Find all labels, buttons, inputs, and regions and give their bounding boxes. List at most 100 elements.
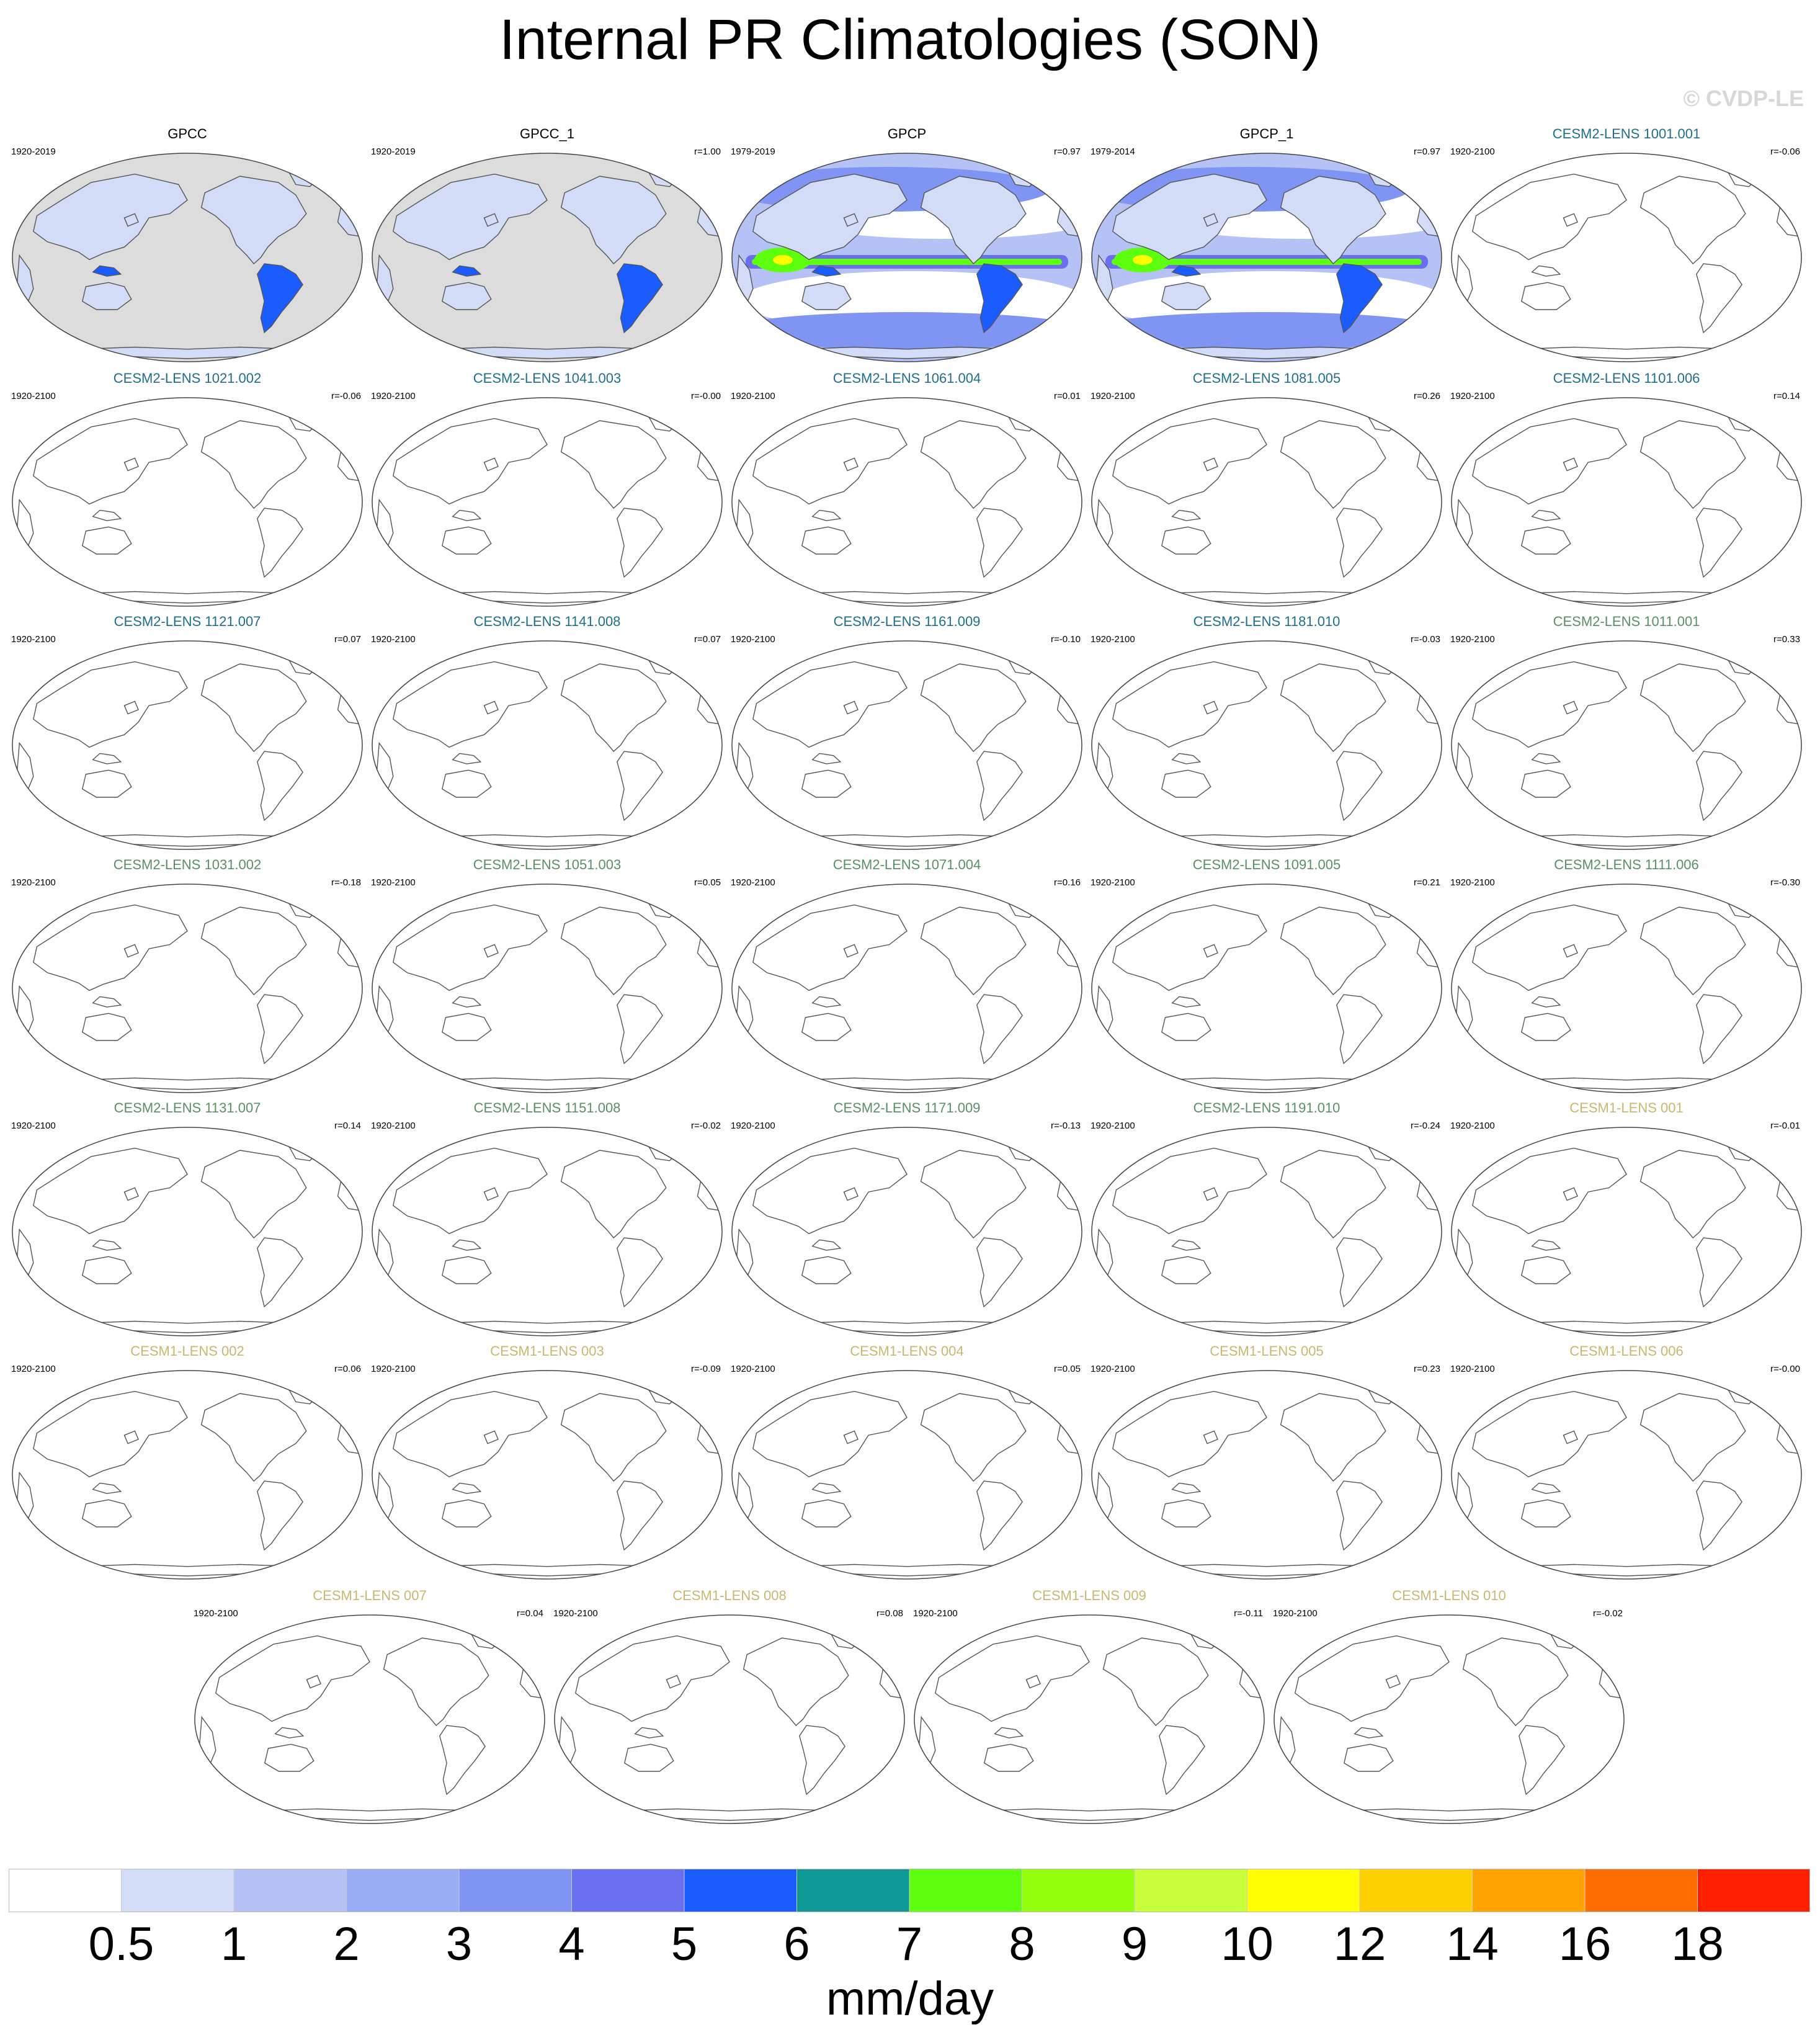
world-map xyxy=(12,1370,363,1580)
panel-period: 1920-2100 xyxy=(553,1608,598,1619)
coastline-sa xyxy=(439,1725,486,1796)
coastline-indo xyxy=(1531,1239,1561,1251)
panel-correlation: r=0.04 xyxy=(517,1608,543,1619)
map-border xyxy=(1451,1370,1802,1580)
panel-correlation: r=0.06 xyxy=(334,1364,361,1374)
map-field xyxy=(732,153,1082,362)
world-map xyxy=(1091,640,1442,850)
coastline-na xyxy=(560,1150,667,1239)
map-field xyxy=(1092,1127,1442,1336)
coastline-na xyxy=(560,1393,667,1482)
panel-title: CESM2-LENS 1071.004 xyxy=(832,857,981,872)
map-border xyxy=(1451,640,1802,850)
coastline-sa xyxy=(976,263,1023,334)
world-map xyxy=(12,397,363,607)
coastline-indo xyxy=(92,509,122,521)
colorbar-units-label: mm/day xyxy=(826,1972,994,2025)
map-border xyxy=(914,1614,1265,1824)
ocean-field xyxy=(372,398,722,606)
coastline-japan xyxy=(843,457,859,472)
colorbar-box xyxy=(346,1869,460,1912)
ocean-field xyxy=(732,884,1082,1093)
coastline-na xyxy=(1280,420,1386,509)
map-field xyxy=(1452,398,1801,606)
map-field xyxy=(12,1371,362,1579)
coastline-indo xyxy=(92,1239,122,1251)
map-panel: CESM2-LENS 1171.009 1920-2100 r=-0.13 xyxy=(727,1101,1087,1343)
map-field xyxy=(372,1127,722,1336)
coastline-indo xyxy=(452,509,482,521)
panel-correlation: r=1.00 xyxy=(694,146,721,157)
world-map xyxy=(731,1127,1082,1336)
coastline-sa xyxy=(976,751,1023,821)
coastline-indo xyxy=(1354,1727,1384,1738)
map-field xyxy=(12,153,362,362)
coastline-indo xyxy=(1531,265,1561,277)
coastline-indo xyxy=(1171,509,1202,521)
panel-correlation: r=-0.09 xyxy=(691,1364,721,1374)
coastline-indo xyxy=(92,753,122,764)
panel-correlation: r=-0.01 xyxy=(1770,1121,1800,1131)
coastline-na xyxy=(560,420,667,509)
ocean-field xyxy=(12,641,362,849)
map-border xyxy=(12,884,363,1093)
map-field xyxy=(12,884,362,1093)
coastline-sa xyxy=(257,1237,303,1308)
map-panel: CESM2-LENS 1191.010 1920-2100 r=-0.24 xyxy=(1087,1101,1447,1343)
ocean-field xyxy=(1092,398,1442,606)
coastline-aus xyxy=(801,1499,852,1528)
panel-correlation: r=-0.06 xyxy=(1770,146,1800,157)
map-panel: CESM2-LENS 1141.008 1920-2100 r=0.07 xyxy=(367,614,727,856)
coastline-sa xyxy=(1159,1725,1205,1796)
map-border xyxy=(1451,397,1802,607)
panel-title: CESM2-LENS 1131.007 xyxy=(114,1100,261,1116)
panel-period: 1920-2100 xyxy=(371,1121,416,1131)
colorbar-tick: 14 xyxy=(1446,1918,1499,1971)
map-field xyxy=(732,884,1082,1093)
figure-title: Internal PR Climatologies (SON) xyxy=(499,8,1321,71)
coastline-japan xyxy=(483,1430,499,1444)
panel-correlation: r=0.33 xyxy=(1773,634,1800,645)
colorbar-tick: 9 xyxy=(1121,1918,1148,1971)
coastline-aus xyxy=(1161,282,1211,310)
ocean-field xyxy=(1092,641,1442,849)
panel-correlation: r=-0.18 xyxy=(331,877,361,888)
map-field xyxy=(372,398,722,606)
itcz-core xyxy=(1112,259,1422,265)
panel-title: CESM1-LENS 006 xyxy=(1569,1343,1684,1359)
panel-correlation: r=-0.00 xyxy=(1770,1364,1800,1374)
coastline-asia xyxy=(1472,418,1627,505)
coastline-japan xyxy=(483,1187,499,1201)
ocean-field xyxy=(914,1615,1264,1823)
world-map xyxy=(12,884,363,1093)
colorbar-box xyxy=(9,1869,122,1912)
coastline-asia xyxy=(752,661,908,748)
colorbar xyxy=(9,1869,1810,1912)
map-panel: GPCP_1 1979-2014 r=0.97 xyxy=(1087,127,1447,369)
coastline-aus xyxy=(442,769,492,798)
coastline-japan xyxy=(1203,700,1218,715)
map-border xyxy=(194,1614,545,1824)
map-border xyxy=(1091,884,1442,1093)
coastline-sa xyxy=(1336,263,1383,334)
map-border xyxy=(731,153,1082,362)
map-border xyxy=(1091,397,1442,607)
maritime-continent-peak xyxy=(1133,255,1153,265)
coastline-japan xyxy=(666,1675,681,1689)
world-map xyxy=(372,153,723,362)
map-border xyxy=(1451,884,1802,1093)
map-field xyxy=(12,398,362,606)
coastline-indo xyxy=(811,1239,842,1251)
map-field xyxy=(555,1615,904,1823)
coastline-japan xyxy=(483,700,499,715)
map-panel: CESM2-LENS 1111.006 1920-2100 r=-0.30 xyxy=(1447,857,1806,1099)
coastline-japan xyxy=(1203,213,1218,227)
map-panel-grid: GPCC 1920-2019 GPCC_1 1920-2019 r=1.00 GPCP 19… xyxy=(7,127,1806,1824)
coastline-japan xyxy=(1385,1675,1401,1689)
map-field xyxy=(195,1615,545,1823)
coastline-indo xyxy=(1531,509,1561,521)
colorbar-box xyxy=(233,1869,347,1912)
map-panel: GPCC 1920-2019 xyxy=(7,127,367,369)
map-border xyxy=(1091,640,1442,850)
coastline-indo xyxy=(452,1482,482,1494)
